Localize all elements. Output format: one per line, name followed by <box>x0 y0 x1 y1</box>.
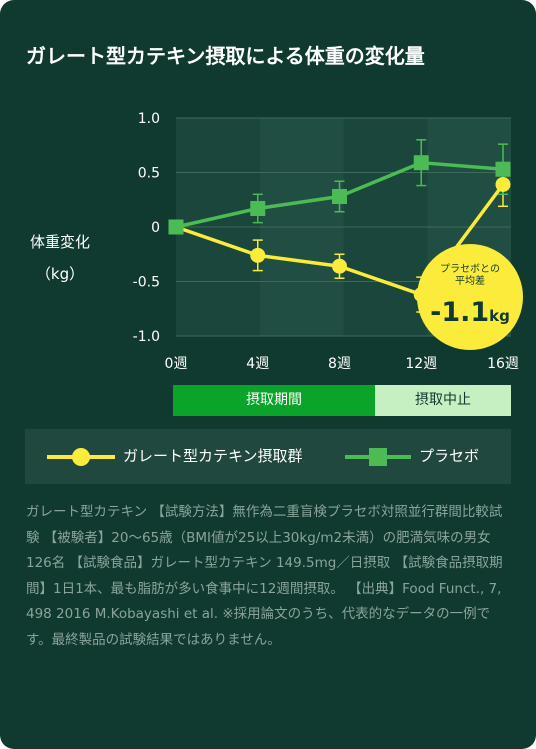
study-footnote: ガレート型カテキン 【試験方法】無作為二重盲検プラセボ対照並行群間比較試験 【被… <box>26 504 503 648</box>
badge-label-line1: プラセボとの <box>440 264 500 275</box>
phase-intake-period: 摂取期間 <box>173 385 375 416</box>
mean-difference-badge: プラセボとの 平均差 -1.1kg <box>417 244 523 350</box>
badge-label-line2: 平均差 <box>455 276 485 287</box>
phase-intake-stopped: 摂取中止 <box>375 385 511 416</box>
legend-catechin-label: ガレート型カテキン摂取群 <box>123 447 303 465</box>
legend-placebo-label: プラセボ <box>419 447 480 465</box>
data-point-placebo <box>250 200 266 216</box>
data-point-placebo <box>495 161 511 177</box>
data-point-placebo <box>413 155 429 171</box>
legend-placebo-square-icon <box>369 448 387 466</box>
x-tick-label: 12週 <box>405 356 437 372</box>
y-tick-label: -1.0 <box>133 329 160 345</box>
x-tick-label: 16週 <box>487 356 519 372</box>
x-tick-label: 4週 <box>246 356 269 372</box>
y-tick-label: 0 <box>151 220 160 236</box>
y-tick-label: -0.5 <box>133 275 160 291</box>
data-point-catechin <box>495 176 511 192</box>
badge-value: -1.1 <box>430 297 490 328</box>
y-axis-label-line1: 体重変化 <box>29 233 90 251</box>
badge-unit: kg <box>489 307 510 325</box>
y-tick-label: 0.5 <box>138 166 160 182</box>
data-point-placebo <box>168 219 184 235</box>
line-chart: 1.0 0.5 0 -0.5 -1.0 0週 4週 8週 12週 16週 <box>133 111 519 372</box>
data-point-catechin <box>332 258 347 274</box>
chart-title: ガレート型カテキン摂取による体重の変化量 <box>26 44 425 68</box>
y-tick-label: 1.0 <box>138 111 160 127</box>
data-point-placebo <box>332 188 347 204</box>
legend-catechin-circle-icon <box>72 448 90 466</box>
y-axis-label-line2: （kg） <box>35 265 85 283</box>
x-tick-label: 0週 <box>165 356 188 372</box>
x-tick-label: 8週 <box>328 356 351 372</box>
legend-markers <box>47 448 411 466</box>
y-axis-label: 体重変化 （kg） <box>18 226 102 290</box>
chart-legend: ガレート型カテキン摂取群 プラセボ <box>25 429 511 484</box>
data-point-catechin <box>250 247 266 263</box>
